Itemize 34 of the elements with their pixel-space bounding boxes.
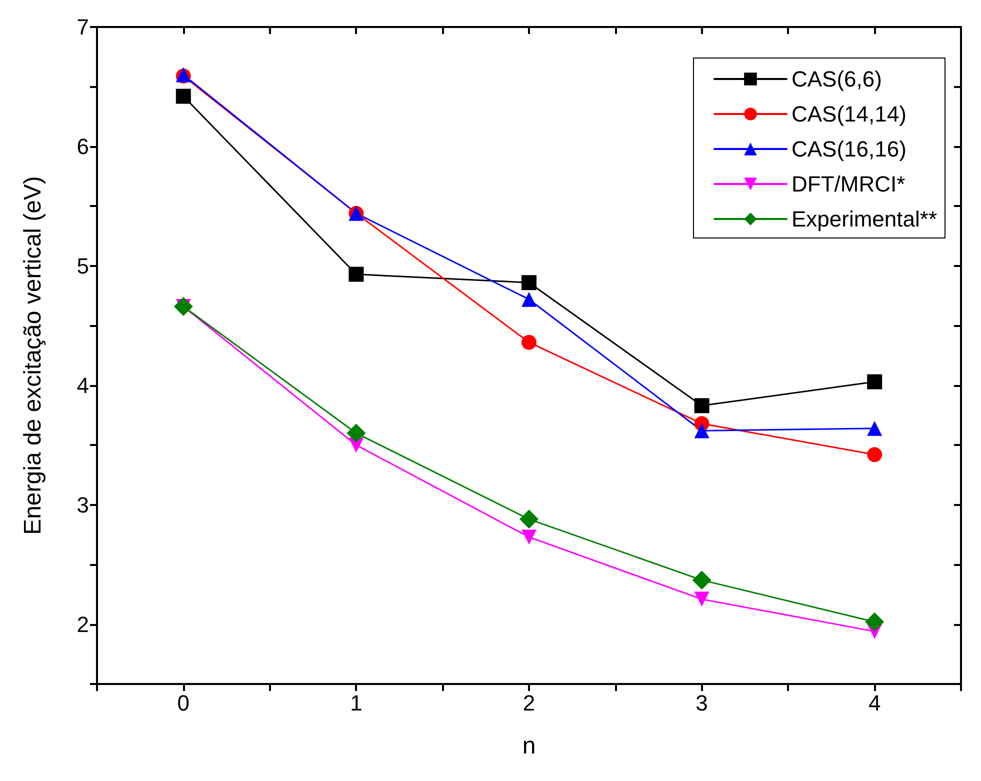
point	[694, 398, 710, 414]
y-tick-label: 4	[76, 372, 89, 398]
point	[522, 334, 536, 350]
point	[692, 570, 712, 590]
y-tick-label: 5	[76, 253, 89, 278]
point	[346, 424, 366, 443]
y-axis-title: Energia de excitação vertical (eV)	[20, 176, 46, 535]
point	[522, 292, 536, 307]
legend-label: CAS(6,6)	[791, 66, 882, 92]
point	[867, 447, 882, 462]
x-axis-title: n	[522, 732, 536, 760]
y-tick-label: 2	[76, 612, 89, 637]
point	[348, 266, 364, 282]
legend-label: Experimental**	[791, 206, 938, 232]
point	[865, 612, 884, 632]
point	[176, 88, 191, 104]
point	[694, 592, 710, 607]
legend-label: DFT/MRCI*	[791, 172, 906, 196]
x-tick-label: 1	[350, 690, 362, 716]
y-tick-label: 3	[76, 492, 89, 518]
point	[522, 275, 536, 290]
x-tick-label: 0	[177, 690, 190, 716]
x-tick-label: 2	[522, 690, 536, 716]
point	[867, 420, 882, 436]
y-tick-label: 6	[76, 134, 89, 159]
legend-label: CAS(14,14)	[791, 102, 906, 126]
y-tick-label: 7	[76, 14, 89, 40]
point	[867, 374, 882, 390]
point	[522, 530, 536, 545]
legend-label: CAS(16,16)	[791, 136, 906, 162]
x-tick-label: 4	[868, 690, 881, 716]
point	[520, 510, 538, 529]
x-tick-label: 3	[696, 690, 708, 716]
point	[694, 423, 710, 438]
